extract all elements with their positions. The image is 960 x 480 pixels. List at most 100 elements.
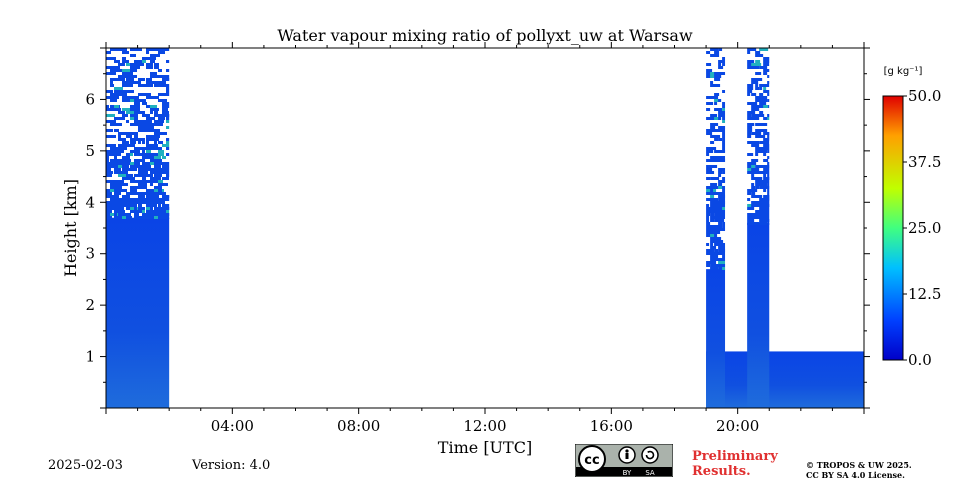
- data-cell: [751, 207, 755, 210]
- data-cell: [126, 111, 136, 114]
- data-cell: [142, 198, 152, 201]
- data-cell: [146, 84, 153, 87]
- data-cell: [130, 189, 137, 192]
- data-cell: [767, 222, 770, 225]
- data-cell: [150, 81, 160, 84]
- data-cell: [166, 141, 170, 144]
- data-cell: [122, 99, 131, 102]
- data-cell: [142, 171, 148, 174]
- data-cell: [150, 183, 153, 186]
- data-cell: [714, 186, 722, 189]
- data-cell: [714, 48, 718, 51]
- data-cell: [722, 132, 726, 135]
- colorbar-tick-label: 50.0: [908, 87, 941, 105]
- data-cell: [166, 213, 170, 216]
- data-cell: [166, 195, 170, 198]
- data-cell: [755, 153, 759, 156]
- data-cell: [110, 159, 118, 162]
- data-cell: [718, 126, 726, 129]
- data-cell: [759, 147, 769, 150]
- data-cell: [763, 105, 769, 108]
- data-cell: [146, 210, 151, 213]
- data-cell: [747, 198, 751, 201]
- data-cell: [710, 240, 717, 243]
- data-cell: [718, 267, 726, 270]
- data-cell: [767, 207, 770, 210]
- data-cell: [706, 165, 714, 168]
- data-cell: [166, 165, 170, 168]
- data-cell: [110, 162, 114, 165]
- data-cell: [722, 57, 726, 60]
- data-cell: [722, 129, 726, 132]
- data-cell: [166, 198, 170, 201]
- data-cell: [154, 165, 161, 168]
- data-cell: [166, 126, 170, 129]
- data-cell: [166, 105, 170, 108]
- data-cell: [755, 135, 766, 138]
- data-cell: [722, 249, 726, 252]
- data-cell: [718, 222, 723, 225]
- data-cell: [142, 207, 145, 210]
- data-cell: [162, 75, 170, 78]
- data-cell: [710, 195, 715, 198]
- data-cell: [158, 180, 163, 183]
- data-cell: [718, 186, 725, 189]
- data-cell: [706, 213, 711, 216]
- data-cell: [751, 201, 762, 204]
- y-tick-label: 5: [85, 142, 95, 160]
- data-cell: [722, 63, 726, 66]
- data-cell: [118, 117, 124, 120]
- data-cell: [166, 138, 170, 141]
- data-cell: [114, 201, 119, 204]
- data-cell: [126, 78, 134, 81]
- y-axis-label: Height [km]: [61, 179, 80, 277]
- data-cell: [718, 60, 724, 63]
- data-cell: [747, 87, 754, 90]
- data-cell: [110, 198, 117, 201]
- data-cell: [706, 216, 710, 219]
- data-cell: [114, 105, 119, 108]
- data-cell: [150, 198, 156, 201]
- colorbar-ticks: 0.0 12.5 25.0 37.5 50.0: [903, 87, 941, 369]
- data-cell: [142, 141, 145, 144]
- data-cell: [759, 123, 768, 126]
- data-cell: [134, 120, 138, 123]
- data-cell: [747, 111, 756, 114]
- data-cell: [146, 150, 151, 153]
- data-cell: [718, 180, 726, 183]
- data-cell: [755, 60, 761, 63]
- data-cell: [142, 111, 145, 114]
- data-cell: [751, 219, 755, 222]
- data-cell: [118, 138, 126, 141]
- data-cell: [706, 171, 715, 174]
- data-cell: [122, 63, 125, 66]
- data-cell: [122, 213, 131, 216]
- data-cell: [142, 150, 145, 153]
- data-cell: [158, 171, 166, 174]
- data-cell: [138, 138, 145, 141]
- data-cell: [106, 90, 113, 93]
- data-cell: [114, 186, 122, 189]
- data-cell: [763, 219, 770, 222]
- data-cell: [162, 105, 169, 108]
- data-cell: [134, 69, 137, 72]
- data-cell: [763, 69, 770, 72]
- data-cell: [118, 135, 121, 138]
- data-cell: [722, 171, 726, 174]
- data-cell: [114, 60, 120, 63]
- copyright-line-2: CC BY SA 4.0 License.: [806, 470, 905, 480]
- data-cell: [763, 186, 770, 189]
- data-cell: [722, 180, 726, 183]
- data-cell: [162, 213, 170, 216]
- data-cell: [706, 252, 712, 255]
- data-cell: [126, 60, 129, 63]
- data-cell: [706, 51, 711, 54]
- data-cell: [150, 123, 160, 126]
- data-cell: [146, 48, 155, 51]
- data-cell: [722, 138, 726, 141]
- data-cell: [134, 174, 143, 177]
- data-cell: [134, 168, 137, 171]
- data-cell: [114, 96, 119, 99]
- data-cell: [158, 123, 163, 126]
- colorbar-tick-label: 37.5: [908, 153, 941, 171]
